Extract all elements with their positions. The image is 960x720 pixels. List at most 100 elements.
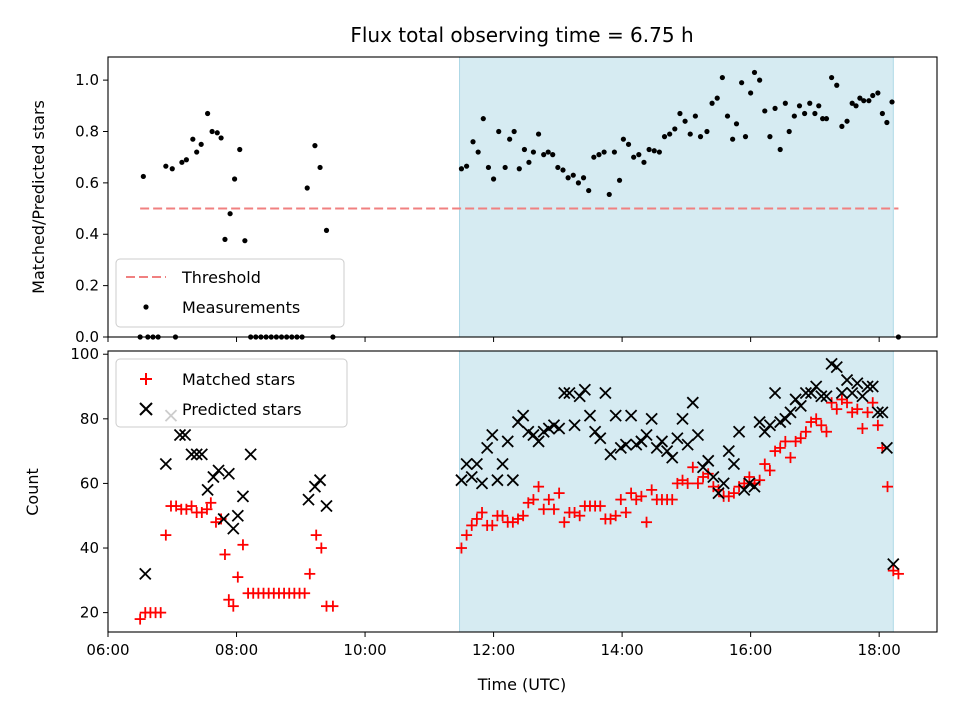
predicted-star-point (686, 396, 699, 409)
matched-star-point (779, 435, 791, 447)
measurement-point (656, 149, 662, 155)
predicted-star-point (660, 444, 674, 458)
matched-star-point (155, 607, 167, 619)
measurement-point (772, 105, 778, 111)
measurement-point (560, 167, 566, 173)
measurement-point (470, 139, 476, 145)
measurement-point (730, 136, 736, 142)
predicted-star-point (195, 448, 208, 461)
measurement-point (530, 149, 537, 155)
measurement-point (611, 149, 617, 155)
measurement-point (169, 166, 175, 172)
measurement-point (183, 157, 190, 163)
predicted-star-point (222, 467, 235, 480)
measurement-point (714, 95, 720, 101)
predicted-star-point (712, 486, 725, 500)
measurement-point (875, 90, 881, 96)
measurement-point (616, 177, 623, 183)
measurement-point (227, 211, 233, 217)
y-tick-label: 80 (80, 410, 99, 428)
measurement-point (857, 95, 863, 101)
measurement-point (596, 152, 602, 158)
measurement-point (672, 126, 678, 132)
measurement-point (767, 134, 773, 140)
measurement-point (719, 74, 725, 81)
matched-star-point (455, 542, 467, 554)
matched-star-point (461, 529, 473, 541)
measurement-point (242, 238, 248, 244)
measurement-point (889, 99, 895, 105)
ratio-panel: 0.0 0.2 0.4 0.6 0.8 1.0 Matched/Predicted sta… (29, 56, 938, 346)
predicted-star-point (640, 428, 653, 442)
predicted-star-point (810, 380, 823, 393)
measurement-point (507, 136, 513, 142)
matched-legend-swatch (140, 373, 152, 385)
measurement-point (565, 175, 571, 181)
measurement-point (209, 128, 215, 135)
predicted-star-point (871, 406, 885, 419)
predicted-star-point (501, 435, 514, 448)
measurement-point (829, 74, 835, 81)
measurement-point (742, 134, 749, 140)
matched-star-point (641, 516, 653, 528)
predicted-star-point (846, 386, 859, 400)
predicted-star-point (696, 461, 710, 474)
predicted-star-point (159, 457, 172, 471)
measurement-point (591, 154, 597, 160)
measurement-point (620, 136, 626, 142)
x-tick-label: 16:00 (729, 641, 772, 659)
predicted-star-point (763, 419, 777, 432)
measurement-point (535, 131, 542, 137)
count-legend: Matched stars Predicted stars (115, 358, 348, 428)
predicted-star-point (856, 390, 869, 403)
predicted-star-point (506, 474, 519, 487)
y-tick-label: 1.0 (75, 71, 99, 89)
matched-star-point (666, 494, 678, 506)
predicted-star-point (244, 448, 257, 461)
predicted-star-point (491, 474, 504, 487)
predicted-star-point (139, 567, 152, 580)
predicted-star-point (681, 438, 694, 451)
observing-window-shade (459, 350, 894, 633)
predicted-star-point (465, 470, 478, 484)
count-y-axis-label: Count (23, 468, 42, 516)
matched-star-point (687, 461, 699, 473)
x-axis-label: Time (UTC) (477, 675, 566, 694)
measurement-point (796, 103, 803, 109)
predicted-star-point (227, 522, 240, 535)
predicted-star-point (727, 457, 741, 471)
predicted-star-point (880, 441, 894, 455)
predicted-star-point (815, 390, 828, 403)
measurement-point (237, 146, 243, 153)
matched-star-point (826, 397, 838, 409)
predicted-star-point (624, 409, 638, 422)
measurement-point (709, 100, 715, 106)
predicted-star-point (702, 454, 715, 467)
measurement-point (724, 113, 731, 119)
measurement-point (205, 110, 211, 117)
measurement-point (163, 163, 169, 169)
matched-star-point (517, 510, 529, 522)
matched-star-point (625, 487, 637, 499)
y-tick-label: 0.2 (75, 277, 99, 295)
matched-star-point (682, 477, 694, 489)
matched-star-point (538, 503, 550, 515)
measurement-point (214, 130, 220, 136)
matched-star-point (646, 484, 658, 496)
measurement-point (526, 159, 532, 165)
predicted-star-point (563, 386, 576, 400)
predicted-star-point (789, 393, 802, 406)
predicted-star-point (691, 428, 705, 442)
predicted-star-point (558, 386, 571, 400)
matched-star-point (237, 539, 249, 551)
matched-star-point (728, 487, 740, 499)
measurement-point (786, 128, 792, 135)
predicted-star-point (676, 412, 689, 425)
predicted-star-point (861, 380, 874, 393)
predicted-star-point (635, 435, 648, 448)
matched-star-point (820, 426, 832, 438)
measurement-point (791, 113, 797, 119)
ratio-legend: Threshold Measurements (115, 258, 345, 328)
predicted-star-point (830, 361, 843, 374)
predicted-legend-label: Predicted stars (182, 400, 302, 419)
